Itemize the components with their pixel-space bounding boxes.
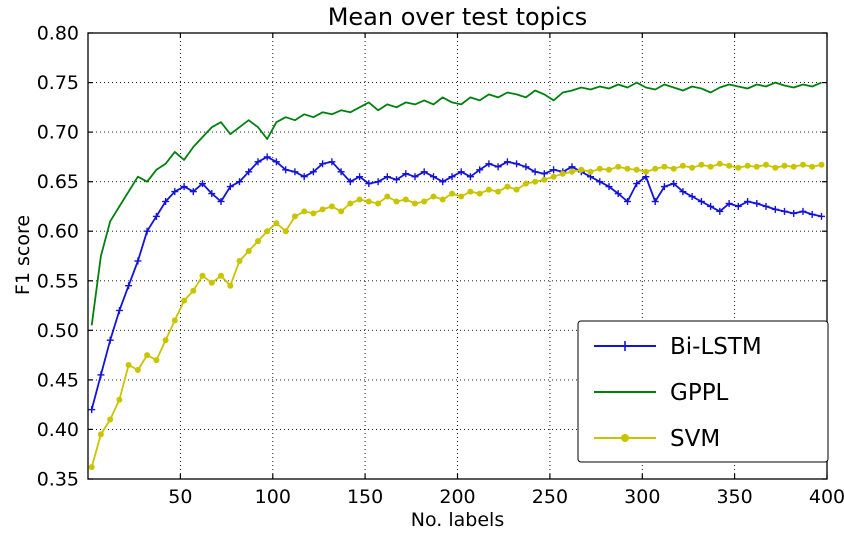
y-tick-label: 0.40 — [37, 419, 79, 441]
y-tick-label: 0.50 — [37, 320, 79, 342]
tick-labels: 50 100 150 200 250 300 350 400 0.35 0.40 0.45 0.50 0… — [37, 23, 844, 509]
legend-label: Bi-LSTM — [670, 334, 762, 360]
y-tick-label: 0.55 — [37, 270, 79, 292]
x-tick-label: 300 — [624, 486, 660, 508]
y-tick-label: 0.65 — [37, 171, 79, 193]
legend-item-svm: SVM — [594, 426, 720, 452]
x-tick-label: 100 — [255, 486, 291, 508]
x-tick-label: 400 — [809, 486, 844, 508]
y-tick-label: 0.45 — [37, 369, 79, 391]
legend-circle-marker — [621, 434, 629, 442]
legend-label: SVM — [670, 426, 720, 452]
x-tick-label: 50 — [168, 486, 192, 508]
y-tick-label: 0.75 — [37, 72, 79, 94]
series-gppl — [90, 81, 822, 326]
x-tick-label: 350 — [716, 486, 752, 508]
series-svm — [88, 160, 825, 471]
y-tick-label: 0.80 — [37, 23, 79, 45]
legend-item-gppl: GPPL — [594, 380, 729, 406]
x-axis-label: No. labels — [410, 509, 505, 531]
legend: Bi-LSTM GPPL SVM — [577, 320, 829, 463]
x-tick-label: 200 — [439, 486, 475, 508]
legend-item-bi-lstm: Bi-LSTM — [594, 334, 762, 360]
series-bi-lstm — [88, 153, 825, 414]
legend-box — [577, 320, 829, 463]
plus-markers — [88, 153, 825, 414]
y-tick-label: 0.35 — [37, 469, 79, 491]
y-axis-label: F1 score — [12, 214, 34, 296]
y-tick-label: 0.60 — [37, 221, 79, 243]
y-tick-label: 0.70 — [37, 122, 79, 144]
legend-plus-marker — [620, 341, 630, 351]
circle-markers — [88, 160, 825, 471]
x-tick-label: 150 — [347, 486, 383, 508]
chart-title: Mean over test topics — [327, 3, 588, 31]
legend-label: GPPL — [670, 380, 729, 406]
x-tick-label: 250 — [532, 486, 568, 508]
